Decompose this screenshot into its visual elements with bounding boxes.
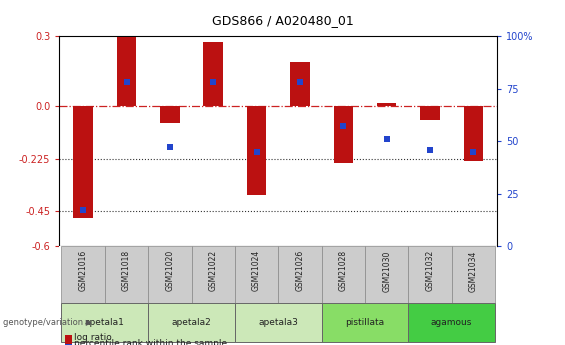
Bar xyxy=(192,246,235,303)
Bar xyxy=(117,37,136,106)
Bar xyxy=(105,246,148,303)
Point xyxy=(425,147,434,152)
Text: GSM21020: GSM21020 xyxy=(166,250,175,292)
Point xyxy=(79,208,88,213)
Text: apetala2: apetala2 xyxy=(172,318,211,327)
Point xyxy=(339,124,348,129)
Bar xyxy=(62,303,148,342)
Text: GSM21024: GSM21024 xyxy=(252,250,261,292)
Bar xyxy=(247,106,266,195)
Text: GSM21018: GSM21018 xyxy=(122,250,131,291)
Point xyxy=(295,80,305,85)
Bar xyxy=(451,246,495,303)
Bar xyxy=(278,246,321,303)
Bar xyxy=(408,246,451,303)
Bar xyxy=(464,106,483,161)
Bar xyxy=(290,62,310,106)
Text: GSM21030: GSM21030 xyxy=(382,250,391,292)
Text: GSM21022: GSM21022 xyxy=(208,250,218,291)
Bar xyxy=(235,246,278,303)
Bar xyxy=(365,246,408,303)
Bar xyxy=(333,106,353,163)
Bar xyxy=(321,246,365,303)
Point xyxy=(252,149,261,155)
Text: apetala3: apetala3 xyxy=(258,318,298,327)
Bar xyxy=(235,303,321,342)
Text: GDS866 / A020480_01: GDS866 / A020480_01 xyxy=(212,14,353,27)
Text: GSM21028: GSM21028 xyxy=(339,250,348,291)
Bar xyxy=(408,303,495,342)
Bar xyxy=(73,106,93,218)
Point xyxy=(166,145,175,150)
Text: GSM21032: GSM21032 xyxy=(425,250,434,292)
Text: genotype/variation ▶: genotype/variation ▶ xyxy=(3,318,92,327)
Text: GSM21034: GSM21034 xyxy=(469,250,478,292)
Bar xyxy=(160,106,180,122)
Bar xyxy=(148,303,235,342)
Point xyxy=(469,149,478,155)
Bar xyxy=(203,42,223,106)
Bar xyxy=(148,246,192,303)
Text: GSM21026: GSM21026 xyxy=(295,250,305,292)
Point xyxy=(122,80,131,85)
Text: pistillata: pistillata xyxy=(345,318,385,327)
Bar xyxy=(62,246,105,303)
Bar xyxy=(420,106,440,120)
Text: apetala1: apetala1 xyxy=(85,318,125,327)
Text: log ratio: log ratio xyxy=(74,333,112,342)
Point xyxy=(208,80,218,85)
Bar xyxy=(321,303,408,342)
Bar xyxy=(377,104,397,106)
Text: GSM21016: GSM21016 xyxy=(79,250,88,292)
Text: agamous: agamous xyxy=(431,318,472,327)
Text: percentile rank within the sample: percentile rank within the sample xyxy=(74,339,227,345)
Point xyxy=(382,136,391,142)
